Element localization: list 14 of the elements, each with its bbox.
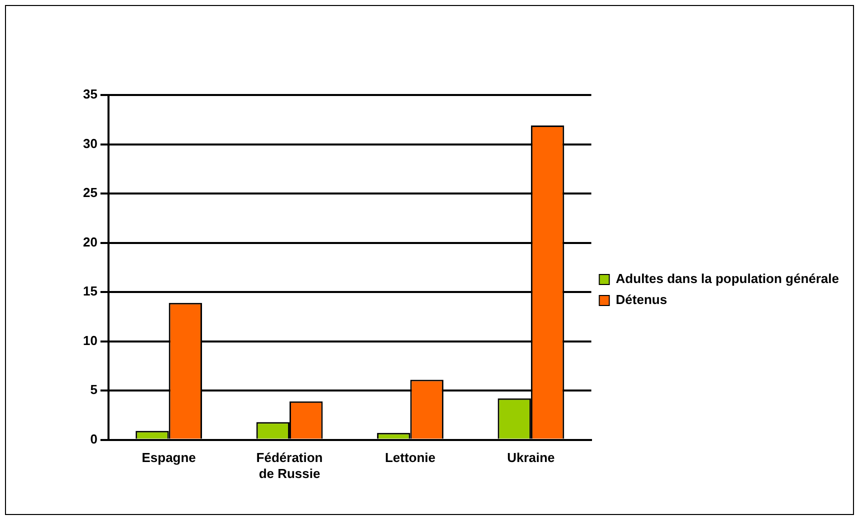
- y-tick-label: 10: [82, 332, 98, 348]
- legend-label: Détenus: [616, 292, 668, 308]
- x-tick-label: Espagne: [142, 450, 196, 466]
- y-tick-label: 20: [82, 234, 98, 250]
- y-tick-label: 5: [90, 382, 98, 398]
- x-tick-label: Lettonie: [384, 450, 436, 466]
- x-tick-label: Ukraine: [507, 450, 555, 466]
- y-tick-label: 35: [82, 86, 98, 102]
- y-tick-label: 25: [82, 185, 98, 200]
- x-tick-label: Fédération de Russie: [256, 450, 323, 481]
- y-tick-label: 15: [82, 284, 98, 299]
- y-tick-label: 0: [90, 431, 98, 446]
- legend-label: Adultes dans la population générale: [616, 271, 839, 286]
- y-tick-label: 30: [82, 136, 98, 151]
